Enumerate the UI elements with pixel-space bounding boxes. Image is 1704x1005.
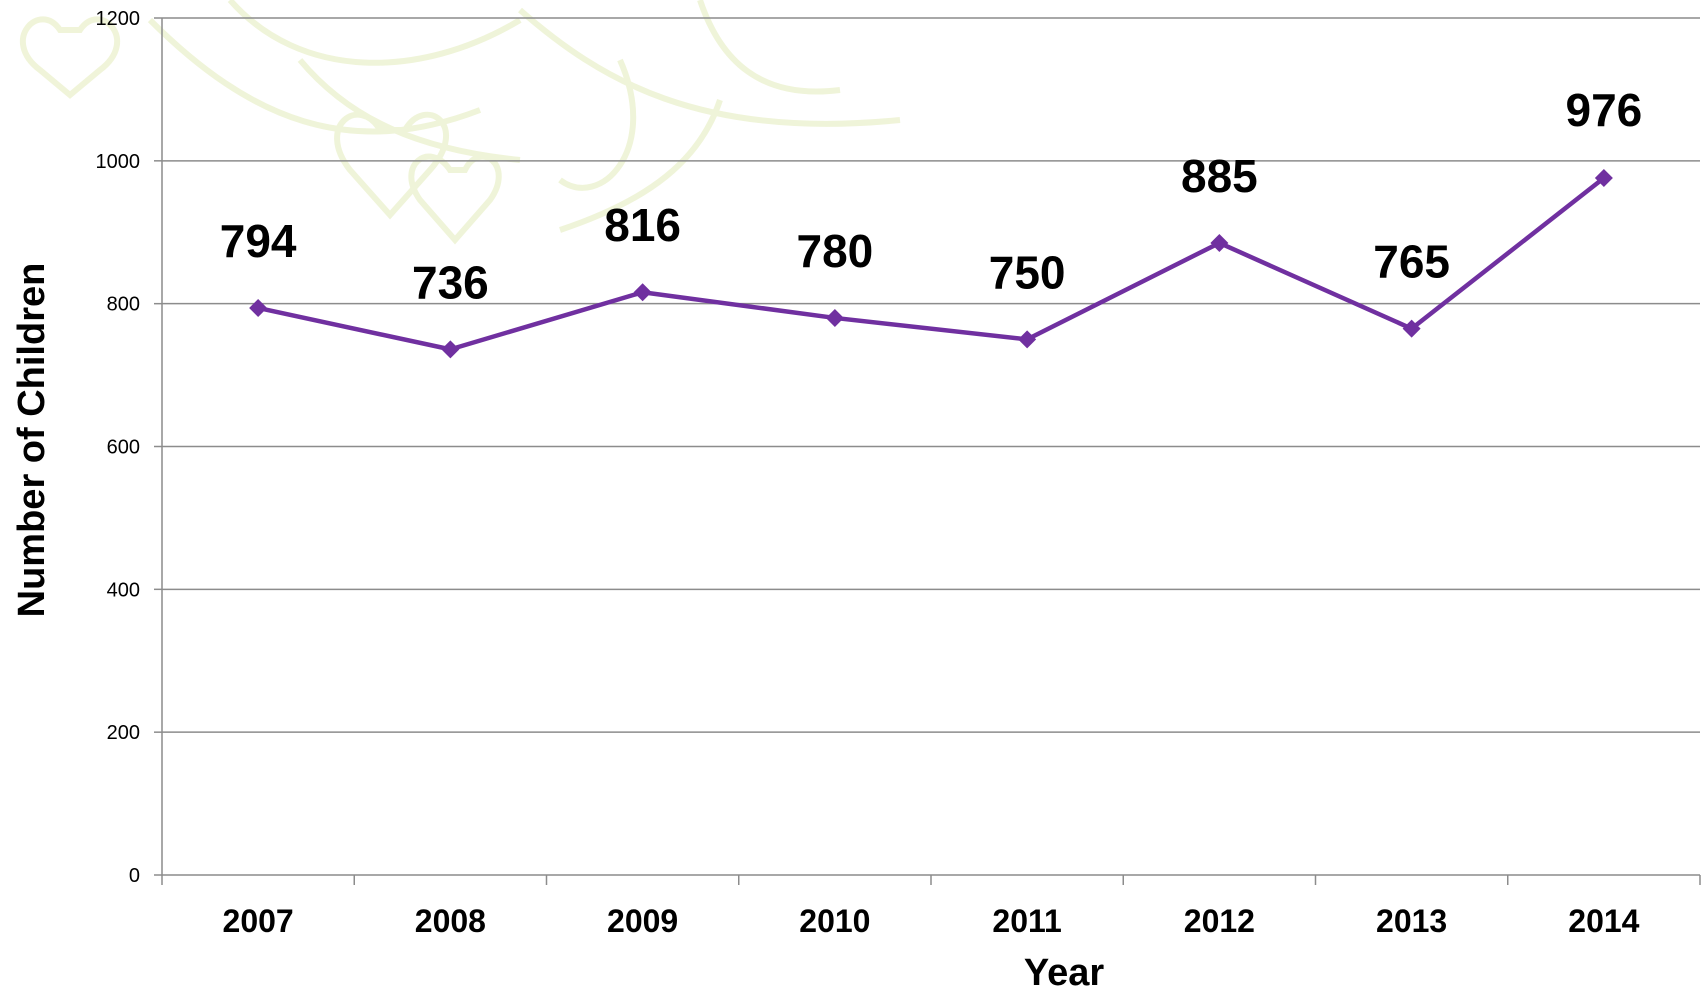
data-point-marker <box>1594 168 1613 187</box>
x-tick-label: 2009 <box>607 903 678 939</box>
gridlines <box>162 17 1700 733</box>
y-axis-ticks: 0 200 400 600 800 1000 1200 <box>96 8 162 887</box>
data-label: 736 <box>412 256 489 308</box>
data-point-marker <box>1402 319 1421 338</box>
y-axis-title: Number of Children <box>11 263 53 618</box>
data-label: 885 <box>1181 150 1258 202</box>
data-point-marker <box>1018 330 1037 349</box>
data-label: 765 <box>1373 236 1450 288</box>
series-markers <box>249 168 1613 359</box>
y-tick-label: 800 <box>107 294 140 316</box>
data-point-marker <box>825 308 844 327</box>
x-tick-label: 2013 <box>1376 903 1447 939</box>
series-line-group <box>257 176 1606 352</box>
data-point-marker <box>1210 233 1229 252</box>
data-label: 780 <box>797 225 874 277</box>
y-tick-label: 400 <box>107 579 140 601</box>
data-label: 976 <box>1566 84 1643 136</box>
data-label: 794 <box>220 215 297 267</box>
x-tick-label: 2014 <box>1568 903 1639 939</box>
x-axis-ticks: 2007 2008 2009 2010 2011 2012 2013 2014 <box>161 875 1701 939</box>
x-axis-title: Year <box>1024 952 1105 994</box>
background-decoration <box>19 0 901 245</box>
x-tick-label: 2012 <box>1184 903 1255 939</box>
y-tick-label: 200 <box>107 722 140 744</box>
data-label: 816 <box>604 199 681 251</box>
data-point-marker <box>633 283 652 302</box>
data-point-marker <box>441 340 460 359</box>
y-tick-label: 1200 <box>96 8 141 30</box>
data-label: 750 <box>989 246 1066 298</box>
series-line <box>257 176 1606 352</box>
x-tick-label: 2010 <box>799 903 870 939</box>
data-labels: 794 736 816 780 750 885 765 976 <box>220 84 1643 308</box>
y-tick-label: 0 <box>129 865 140 887</box>
data-point-marker <box>249 298 268 317</box>
x-tick-label: 2008 <box>415 903 486 939</box>
x-tick-label: 2011 <box>992 903 1061 939</box>
y-tick-label: 1000 <box>96 151 141 173</box>
x-tick-label: 2007 <box>223 903 294 939</box>
y-tick-label: 600 <box>107 437 140 459</box>
